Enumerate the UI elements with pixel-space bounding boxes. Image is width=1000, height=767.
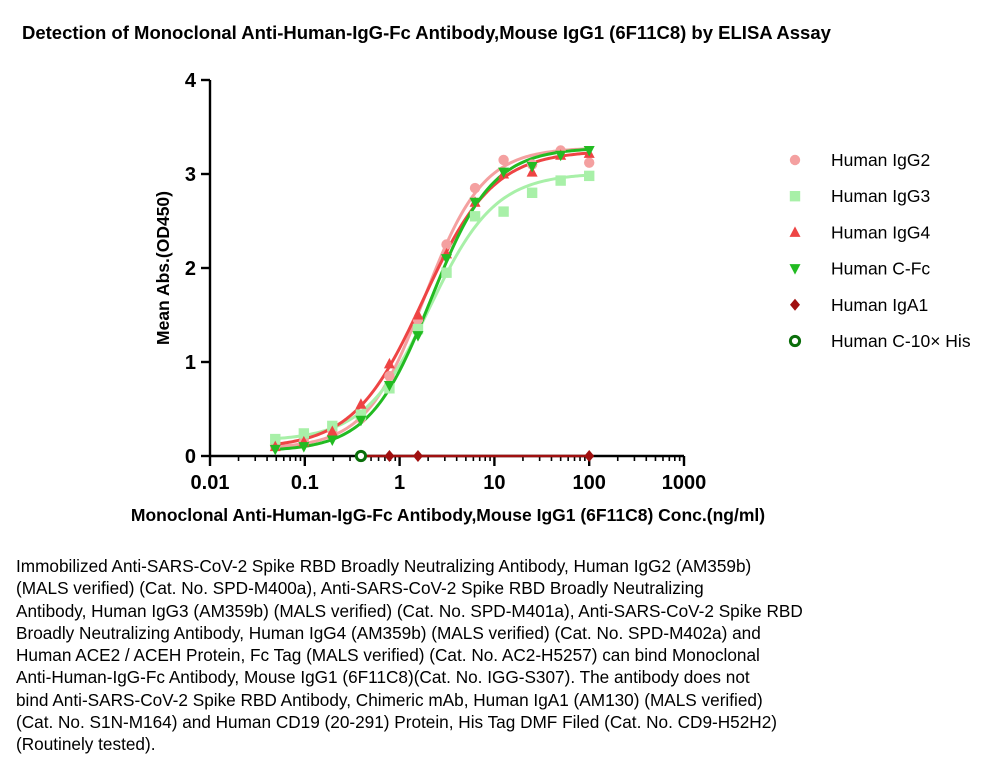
fit-curve-human-igg3	[275, 173, 590, 441]
data-point-human-igg3	[270, 433, 281, 445]
data-point-human-c-10-his	[354, 449, 368, 463]
y-tick-label: 4	[185, 70, 197, 92]
data-point-human-igg3	[555, 175, 566, 186]
data-point-human-igg2	[441, 239, 452, 250]
fit-curve-human-c-fc	[275, 147, 590, 451]
data-point-human-c-fc	[355, 415, 367, 427]
data-point-human-igg4	[412, 309, 424, 320]
data-point-human-c-fc	[526, 161, 538, 173]
data-point-human-c-fc	[498, 167, 510, 179]
data-point-human-c-fc	[326, 435, 338, 447]
legend-label: Human IgA1	[831, 295, 928, 315]
legend: Human IgG2 Human IgG3 Human IgG4 Human C-Fc…	[788, 150, 971, 351]
data-point-human-igg3	[469, 211, 481, 222]
data-point-human-igg3	[298, 428, 310, 439]
data-point-human-iga1	[412, 450, 423, 462]
legend-label: Human C-Fc	[831, 259, 930, 279]
data-point-human-igg4	[355, 398, 367, 409]
x-tick-label: 0.01	[191, 472, 230, 494]
y-tick-label: 1	[185, 352, 196, 374]
legend-label: Human C-10× His	[831, 331, 971, 351]
data-point-human-igg3	[412, 323, 424, 335]
chart-title: Detection of Monoclonal Anti-Human-IgG-F…	[22, 22, 831, 43]
data-point-human-igg3	[526, 187, 538, 198]
legend-marker	[789, 264, 801, 275]
data-point-human-igg2	[469, 182, 481, 194]
figure-caption: Immobilized Anti-SARS-CoV-2 Spike RBD Br…	[16, 556, 803, 755]
data-point-human-c-fc	[469, 197, 481, 209]
data-point-human-c-fc	[412, 331, 424, 342]
y-tick-label: 3	[185, 164, 196, 186]
x-tick-label: 0.1	[291, 472, 319, 494]
legend-label: Human IgG2	[831, 150, 930, 170]
data-points	[269, 145, 595, 463]
data-point-human-c-fc	[383, 381, 395, 392]
data-point-human-igg4	[326, 425, 338, 437]
y-tick-label: 0	[185, 446, 196, 468]
data-point-human-c-fc	[441, 254, 453, 265]
data-point-human-igg2	[584, 157, 595, 168]
data-point-human-c-fc	[555, 150, 567, 162]
data-point-human-igg3	[355, 409, 367, 420]
axes: 0 1 2 3 4 0.01 0.1 1 10 100 1000	[185, 70, 706, 494]
x-tick-label: 100	[573, 472, 606, 494]
data-point-human-igg2	[498, 154, 509, 166]
x-tick-label: 10	[483, 472, 505, 494]
legend-marker	[789, 154, 801, 166]
data-point-human-iga1	[584, 450, 595, 462]
y-axis-label: Mean Abs.(OD450)	[153, 191, 173, 345]
legend-marker	[788, 334, 802, 348]
legend-marker	[790, 298, 800, 311]
legend-marker	[789, 191, 801, 202]
y-tick-label: 2	[185, 258, 196, 280]
x-tick-label: 1	[394, 472, 405, 494]
data-point-human-igg4	[383, 357, 395, 369]
legend-marker	[789, 226, 801, 237]
data-point-human-igg3	[498, 206, 509, 217]
data-point-human-igg3	[584, 170, 595, 182]
fit-curves	[275, 147, 590, 458]
legend-label: Human IgG3	[831, 186, 930, 206]
data-point-human-igg3	[441, 267, 452, 278]
data-point-human-igg2	[384, 370, 395, 382]
legend-label: Human IgG4	[831, 222, 930, 242]
data-point-human-c-fc	[269, 444, 281, 456]
data-point-human-iga1	[384, 450, 395, 462]
x-tick-label: 1000	[662, 472, 707, 494]
data-point-human-c-fc	[298, 442, 310, 453]
x-axis-label: Monoclonal Anti-Human-IgG-Fc Antibody,Mo…	[131, 505, 765, 525]
data-point-human-c-fc	[583, 146, 595, 157]
